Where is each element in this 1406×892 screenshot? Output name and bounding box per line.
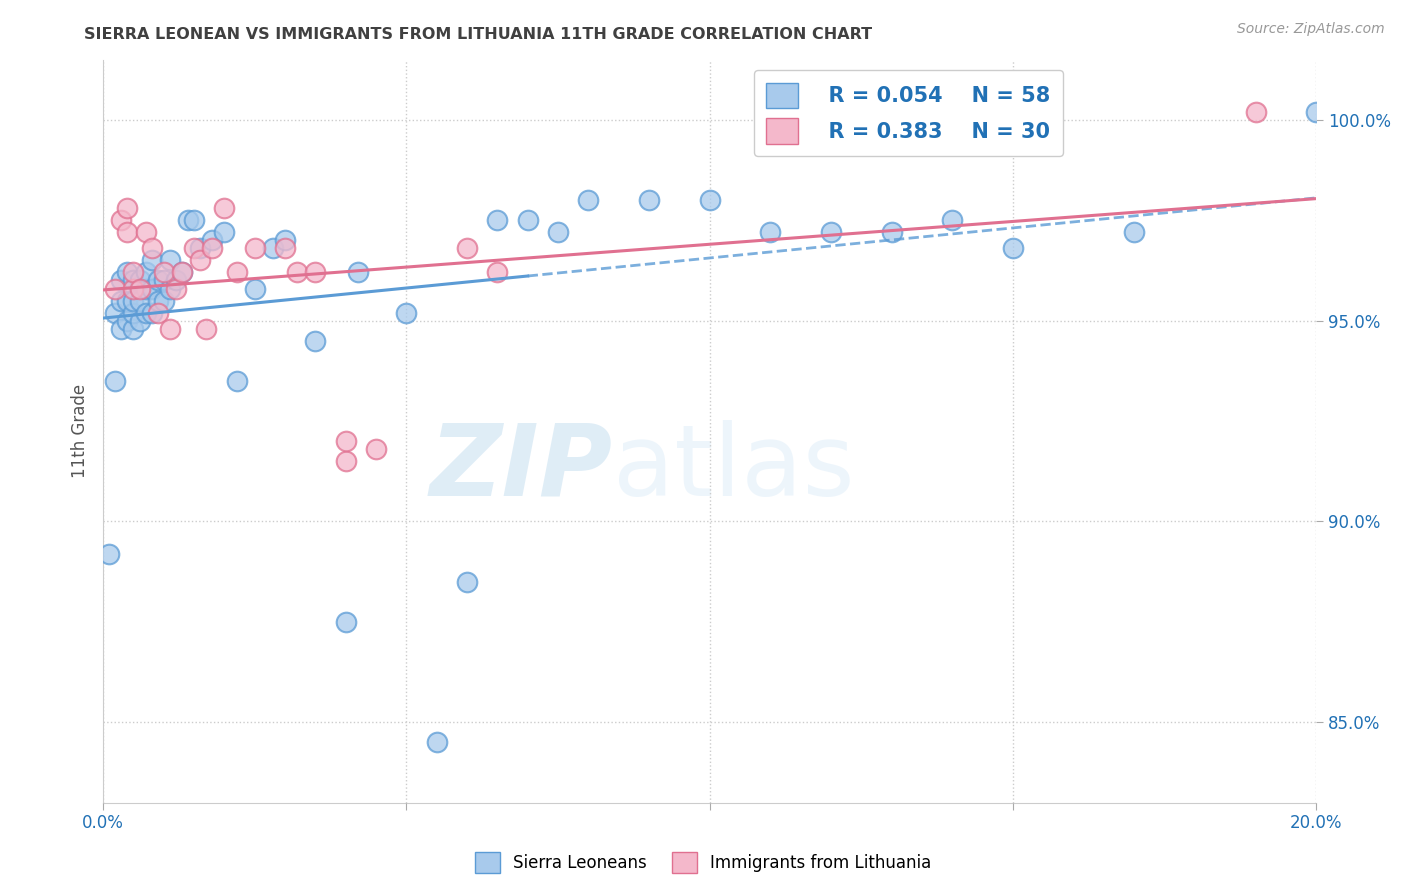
Point xyxy=(146,305,169,319)
Point xyxy=(141,305,163,319)
Point xyxy=(195,321,218,335)
Point xyxy=(214,201,236,215)
Point xyxy=(274,241,297,255)
Text: Source: ZipAtlas.com: Source: ZipAtlas.com xyxy=(1237,22,1385,37)
Point xyxy=(141,281,163,295)
Point xyxy=(117,293,139,308)
Point xyxy=(170,265,193,279)
Y-axis label: 11th Grade: 11th Grade xyxy=(72,384,89,478)
Point xyxy=(214,225,236,239)
Point xyxy=(110,273,132,287)
Point xyxy=(243,281,266,295)
Point xyxy=(183,241,205,255)
Point xyxy=(135,265,157,279)
Point xyxy=(225,374,247,388)
Point xyxy=(941,213,963,227)
Point xyxy=(110,293,132,308)
Point xyxy=(1305,104,1327,119)
Point xyxy=(110,321,132,335)
Point xyxy=(225,265,247,279)
Point xyxy=(456,574,478,589)
Point xyxy=(141,253,163,268)
Point xyxy=(304,334,326,348)
Point xyxy=(638,193,661,207)
Point xyxy=(128,293,150,308)
Point xyxy=(159,281,181,295)
Point xyxy=(1123,225,1146,239)
Point xyxy=(165,273,187,287)
Point xyxy=(335,454,357,468)
Point xyxy=(152,293,174,308)
Point xyxy=(364,442,387,457)
Point xyxy=(128,281,150,295)
Point xyxy=(820,225,842,239)
Point xyxy=(347,265,370,279)
Legend: Sierra Leoneans, Immigrants from Lithuania: Sierra Leoneans, Immigrants from Lithuan… xyxy=(468,846,938,880)
Point xyxy=(285,265,308,279)
Point xyxy=(188,241,211,255)
Point xyxy=(426,735,449,749)
Point xyxy=(146,293,169,308)
Point xyxy=(699,193,721,207)
Point xyxy=(110,213,132,227)
Point xyxy=(188,253,211,268)
Point xyxy=(576,193,599,207)
Point xyxy=(122,293,145,308)
Point xyxy=(183,213,205,227)
Text: atlas: atlas xyxy=(613,420,855,516)
Point xyxy=(243,241,266,255)
Point xyxy=(152,265,174,279)
Point xyxy=(122,273,145,287)
Text: ZIP: ZIP xyxy=(430,420,613,516)
Point xyxy=(159,253,181,268)
Point xyxy=(152,273,174,287)
Point xyxy=(262,241,284,255)
Point xyxy=(135,281,157,295)
Point xyxy=(170,265,193,279)
Point xyxy=(117,201,139,215)
Point xyxy=(335,615,357,629)
Point xyxy=(304,265,326,279)
Point xyxy=(159,321,181,335)
Point xyxy=(547,225,569,239)
Point xyxy=(486,265,509,279)
Point xyxy=(177,213,200,227)
Point xyxy=(117,313,139,327)
Point xyxy=(395,305,418,319)
Point xyxy=(104,281,127,295)
Point xyxy=(141,241,163,255)
Point xyxy=(759,225,782,239)
Point xyxy=(98,547,121,561)
Point xyxy=(117,265,139,279)
Point xyxy=(274,233,297,247)
Point xyxy=(122,305,145,319)
Point xyxy=(104,305,127,319)
Point xyxy=(1001,241,1024,255)
Point xyxy=(104,374,127,388)
Point xyxy=(128,313,150,327)
Point xyxy=(165,281,187,295)
Point xyxy=(128,273,150,287)
Point xyxy=(117,225,139,239)
Point xyxy=(122,265,145,279)
Point xyxy=(146,273,169,287)
Point xyxy=(122,281,145,295)
Point xyxy=(135,305,157,319)
Point xyxy=(135,225,157,239)
Point xyxy=(516,213,538,227)
Point xyxy=(201,241,224,255)
Point xyxy=(201,233,224,247)
Point xyxy=(880,225,903,239)
Point xyxy=(122,321,145,335)
Text: SIERRA LEONEAN VS IMMIGRANTS FROM LITHUANIA 11TH GRADE CORRELATION CHART: SIERRA LEONEAN VS IMMIGRANTS FROM LITHUA… xyxy=(84,27,873,42)
Legend:   R = 0.054    N = 58,   R = 0.383    N = 30: R = 0.054 N = 58, R = 0.383 N = 30 xyxy=(754,70,1063,156)
Point xyxy=(1244,104,1267,119)
Point xyxy=(456,241,478,255)
Point xyxy=(486,213,509,227)
Point xyxy=(335,434,357,449)
